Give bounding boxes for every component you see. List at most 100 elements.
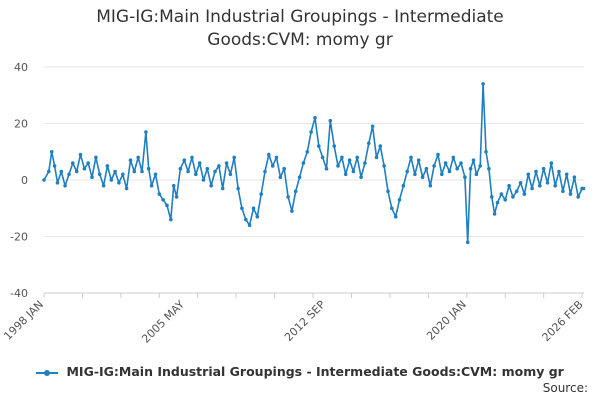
data-point-0-96 (405, 169, 410, 174)
data-point-0-67 (293, 189, 298, 194)
y-tick-label-40: 40 (14, 61, 28, 74)
data-point-0-91 (386, 189, 390, 194)
data-point-0-134 (541, 166, 546, 171)
data-point-0-95 (401, 183, 406, 188)
data-point-0-74 (320, 155, 325, 160)
data-point-0-92 (390, 206, 394, 211)
data-point-0-16 (101, 183, 106, 188)
data-point-0-139 (561, 189, 565, 194)
data-point-0-23 (128, 158, 133, 162)
data-point-0-57 (255, 214, 260, 219)
data-point-0-79 (340, 155, 344, 160)
x-tick-label-0: 1998 JAN (1, 298, 46, 343)
series-line-0 (43, 83, 584, 243)
data-point-0-88 (374, 155, 379, 160)
data-point-0-115 (474, 172, 479, 177)
chart-title-line2: Goods:CVM: momy gr (207, 30, 393, 50)
data-point-0-13 (90, 175, 94, 179)
data-point-0-105 (440, 172, 444, 177)
data-point-0-130 (526, 172, 531, 177)
data-point-0-48 (220, 186, 225, 191)
data-point-0-19 (113, 169, 117, 174)
data-point-0-112 (465, 240, 470, 244)
data-point-0-20 (117, 181, 121, 185)
data-point-0-121 (492, 212, 497, 216)
data-point-0-38 (182, 158, 187, 162)
data-point-0-127 (514, 189, 519, 194)
data-point-0-0 (42, 178, 46, 182)
data-point-0-124 (503, 198, 508, 202)
data-point-0-40 (190, 155, 194, 160)
data-point-0-113 (468, 166, 473, 171)
data-point-0-137 (553, 183, 557, 188)
data-point-0-9 (74, 169, 79, 174)
data-point-0-58 (259, 192, 264, 196)
data-point-0-110 (459, 161, 463, 165)
data-point-0-77 (332, 144, 337, 148)
chart-title: MIG-IG:Main Industrial Groupings - Inter… (0, 6, 600, 52)
data-point-0-41 (194, 172, 198, 177)
data-point-0-60 (267, 152, 271, 157)
data-point-0-84 (359, 175, 363, 179)
data-point-0-55 (247, 223, 252, 227)
data-point-0-10 (78, 152, 83, 157)
data-point-0-31 (157, 192, 162, 196)
y-axis: 40 20 0 -20 -40 (10, 61, 28, 300)
data-point-0-62 (274, 155, 279, 160)
data-point-0-80 (343, 172, 348, 177)
data-point-0-42 (197, 161, 202, 165)
data-point-0-71 (309, 130, 313, 134)
data-point-0-50 (228, 172, 233, 177)
y-tick-label-20: 20 (14, 118, 28, 131)
data-point-0-78 (336, 164, 340, 168)
data-point-0-102 (428, 183, 433, 188)
data-point-0-72 (313, 116, 317, 120)
data-point-0-44 (205, 166, 210, 171)
data-point-0-98 (413, 172, 417, 177)
data-point-0-138 (557, 169, 561, 174)
data-point-0-4 (55, 181, 60, 185)
data-point-0-24 (132, 169, 137, 174)
data-point-0-52 (236, 186, 240, 191)
data-point-0-109 (455, 166, 460, 171)
data-point-0-89 (378, 144, 383, 148)
data-point-0-7 (67, 172, 71, 177)
data-point-0-36 (174, 195, 179, 199)
data-point-0-26 (140, 169, 144, 174)
data-point-0-128 (518, 181, 523, 185)
data-point-0-2 (49, 150, 54, 154)
data-point-0-63 (278, 175, 283, 179)
data-point-0-83 (355, 155, 360, 160)
data-point-0-37 (178, 166, 183, 171)
data-point-0-116 (478, 164, 483, 168)
data-point-0-106 (443, 161, 448, 165)
data-point-0-76 (328, 118, 333, 123)
data-point-0-93 (393, 214, 398, 219)
data-point-0-69 (301, 161, 306, 165)
data-point-0-70 (305, 150, 310, 154)
series-group (42, 82, 586, 244)
data-point-0-81 (347, 158, 352, 162)
x-tick-label-1: 2005 MAY (139, 298, 187, 346)
data-point-0-75 (324, 166, 329, 171)
data-point-0-43 (201, 178, 206, 182)
data-point-0-114 (471, 158, 476, 162)
data-point-0-21 (121, 172, 125, 177)
data-point-0-125 (507, 183, 511, 188)
legend-dot (44, 369, 51, 376)
data-point-0-143 (576, 195, 580, 199)
data-point-0-99 (416, 158, 421, 162)
data-point-0-51 (232, 155, 236, 160)
data-point-0-131 (530, 186, 534, 191)
data-point-0-27 (144, 130, 148, 134)
data-point-0-45 (209, 183, 213, 188)
data-point-0-12 (86, 161, 90, 165)
data-point-0-33 (165, 203, 169, 208)
data-point-0-61 (270, 164, 275, 168)
x-axis: 1998 JAN 2005 MAY 2012 SEP 2020 JAN 2026 FEB (1, 292, 586, 346)
data-point-0-1 (47, 169, 51, 174)
data-point-0-100 (420, 175, 425, 179)
data-point-0-129 (522, 192, 527, 196)
data-point-0-30 (153, 172, 158, 177)
legend[interactable]: MIG-IG:Main Industrial Groupings - Inter… (0, 364, 600, 379)
